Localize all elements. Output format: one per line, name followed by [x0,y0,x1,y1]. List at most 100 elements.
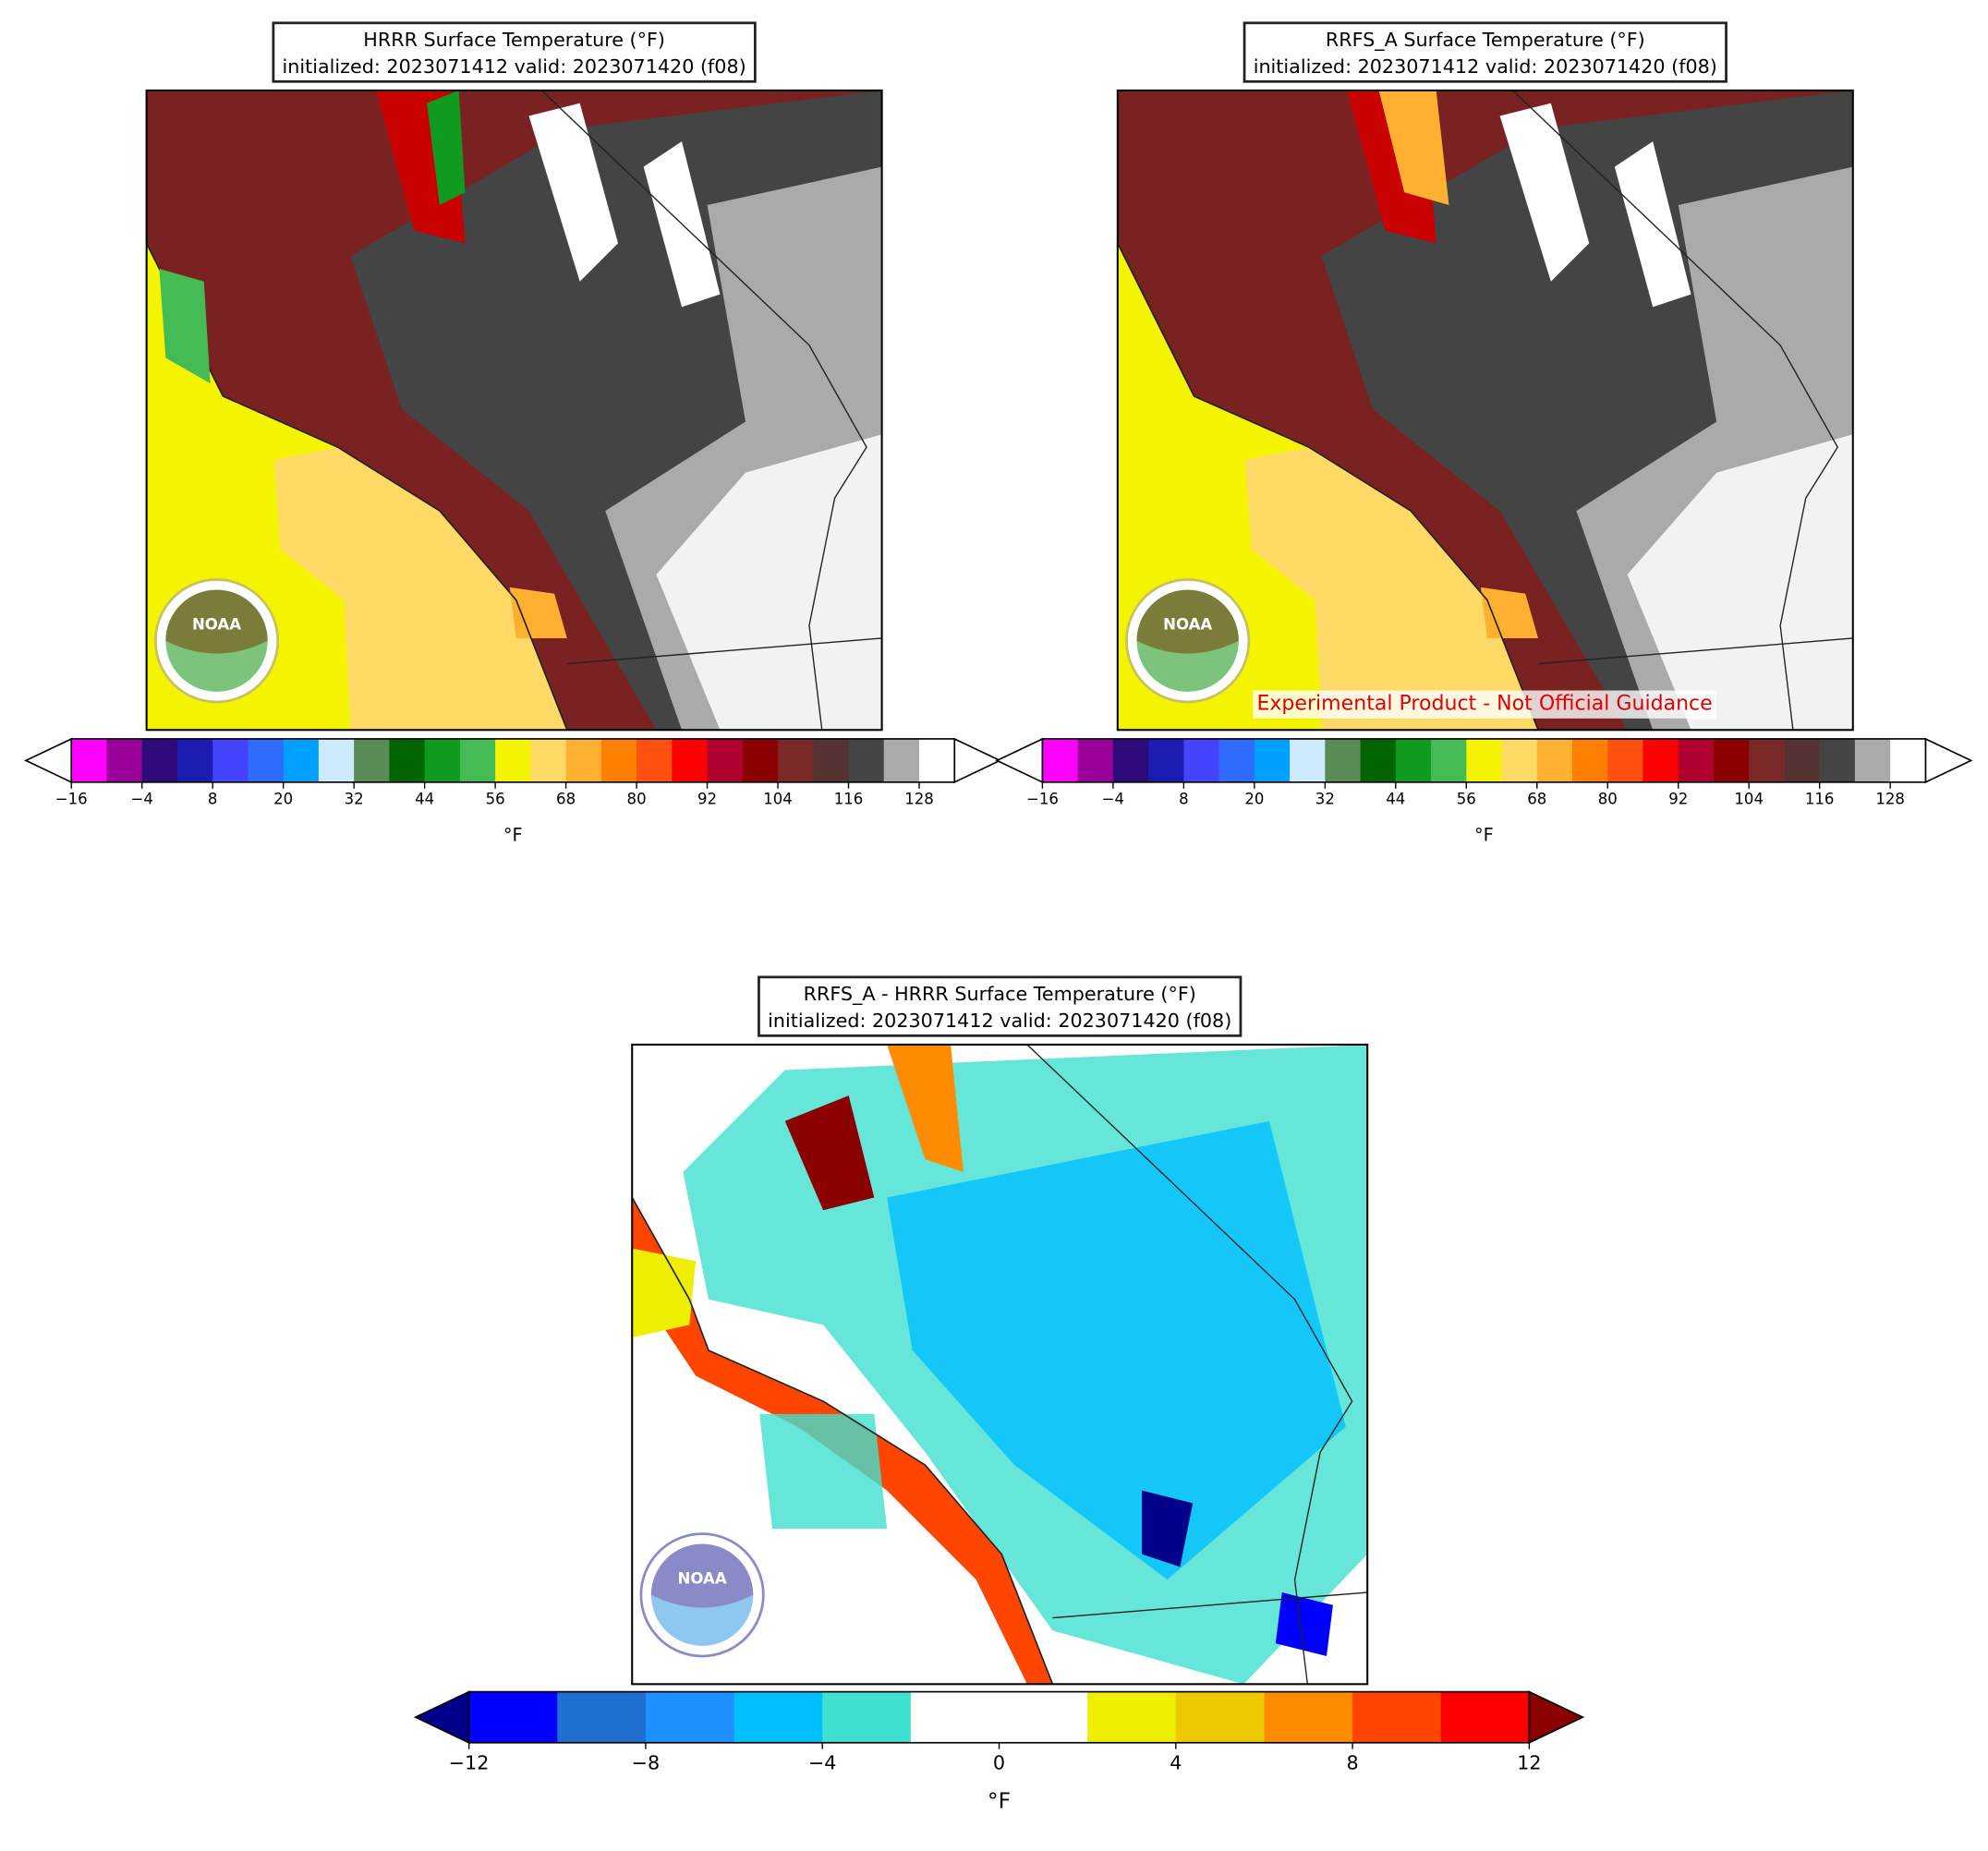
colorbar-segment [1784,738,1821,782]
colorbar-tick-label: −4 [1102,791,1124,808]
colorbar-segment [318,738,355,782]
colorbar-segment [495,738,532,782]
colorbar-tick-label: 68 [1527,791,1546,808]
colorbar-segment [1254,738,1291,782]
colorbar-tick-label: 92 [1668,791,1688,808]
colorbar-tick-label: 116 [834,791,864,808]
colorbar-tick-label: 8 [1179,791,1189,808]
logo-text: NOAA [1163,616,1212,634]
colorbar-tick-label: 116 [1805,791,1835,808]
logo-text: NOAA [678,1570,727,1588]
map-frame [1116,89,1854,732]
colorbar-segment [424,738,461,782]
colorbar-segment [1183,738,1220,782]
colorbar-segment [1042,738,1079,782]
colorbar-segment [248,738,285,782]
map-frame [631,1043,1369,1686]
colorbar-tick-label: 20 [273,791,293,808]
panel-subtitle: initialized: 2023071412 valid: 202307142… [1254,55,1717,78]
colorbar-segment [848,738,885,782]
colorbar-segment [71,738,108,782]
colorbar-segment [883,738,920,782]
logo-text: NOAA [192,616,241,634]
colorbar-segment [283,738,320,782]
colorbar-segment [1854,738,1891,782]
colorbar-tick-label: 80 [627,791,647,808]
colorbar-segment [1218,738,1255,782]
annotation: Experimental Product - Not Official Guid… [1256,693,1712,716]
colorbar-tick-label: −16 [55,791,88,808]
colorbar-segment [742,738,779,782]
colorbar-segment [459,738,496,782]
colorbar-segment [1264,1691,1353,1743]
title-box [272,21,757,83]
colorbar-segment [1501,738,1538,782]
colorbar-frame [1041,738,1927,783]
colorbar-segment [1112,738,1149,782]
logo-top [650,1543,754,1608]
colorbar-segment [1466,738,1503,782]
title-box [1242,21,1727,83]
colorbar-segment [141,738,178,782]
colorbar-segment [1175,1691,1266,1743]
colorbar-extend-min [995,737,1044,784]
colorbar-segment [1678,738,1715,782]
colorbar-segment [1890,738,1927,782]
colorbar-segment [1077,738,1114,782]
colorbar-segment [636,738,673,782]
colorbar-segment [565,738,602,782]
colorbar-tick-label: 8 [208,791,218,808]
colorbar-extend-max [953,737,1002,784]
colorbar-segment [1431,738,1467,782]
colorbar-segment [468,1691,558,1743]
map-hrrr [146,90,882,731]
colorbar-segment [1643,738,1679,782]
colorbar-segment [1290,738,1327,782]
colorbar-segment [1395,738,1432,782]
colorbar-segment [1749,738,1786,782]
colorbar-tick-label: 128 [1875,791,1905,808]
panel-title: RRFS_A - HRRR Surface Temperature (°F) [804,983,1196,1006]
colorbar-tick-label: −12 [449,1751,490,1773]
colorbar-segment [645,1691,735,1743]
colorbar-segment [389,738,426,782]
colorbar-segment [813,738,850,782]
map-rrfs [1117,90,1853,731]
colorbar-tick-label: −4 [131,791,153,808]
colorbar-segment [733,1691,823,1743]
title-box [758,975,1242,1037]
colorbar-tick-label: 128 [904,791,934,808]
colorbar-tick-label: 44 [415,791,434,808]
colorbar-segment [600,738,637,782]
colorbar-segment [999,1691,1088,1743]
colorbar-segment [557,1691,647,1743]
colorbar-segment [1572,738,1608,782]
colorbar-segment [176,738,213,782]
colorbar-segment [910,1691,1000,1743]
colorbar-segment [1325,738,1362,782]
colorbar-segment [106,738,143,782]
colorbar-segment [1087,1691,1177,1743]
colorbar-extend-max [1924,737,1973,784]
panel-title: HRRR Surface Temperature (°F) [363,29,665,51]
panel-title: RRFS_A Surface Temperature (°F) [1326,29,1645,52]
map-diff [632,1044,1368,1685]
colorbar-tick-label: 68 [556,791,576,808]
colorbar-tick-label: 0 [993,1751,1005,1773]
colorbar-segment [1440,1691,1531,1743]
colorbar-tick-label: 104 [1734,791,1764,808]
colorbar-segment [1352,1691,1442,1743]
colorbar-label: °F [988,1787,1011,1813]
colorbar-segment [354,738,391,782]
colorbar-tick-label: 56 [1457,791,1476,808]
colorbar-tick-label: 80 [1598,791,1618,808]
map-frame [145,89,883,732]
colorbar-tick-label: 92 [697,791,717,808]
annotation-bg [1253,690,1716,719]
logo-top [165,589,268,654]
colorbar-tick-label: −8 [632,1751,661,1773]
panel-subtitle: initialized: 2023071412 valid: 202307142… [768,1010,1231,1032]
colorbar-extend-max [1528,1690,1585,1745]
